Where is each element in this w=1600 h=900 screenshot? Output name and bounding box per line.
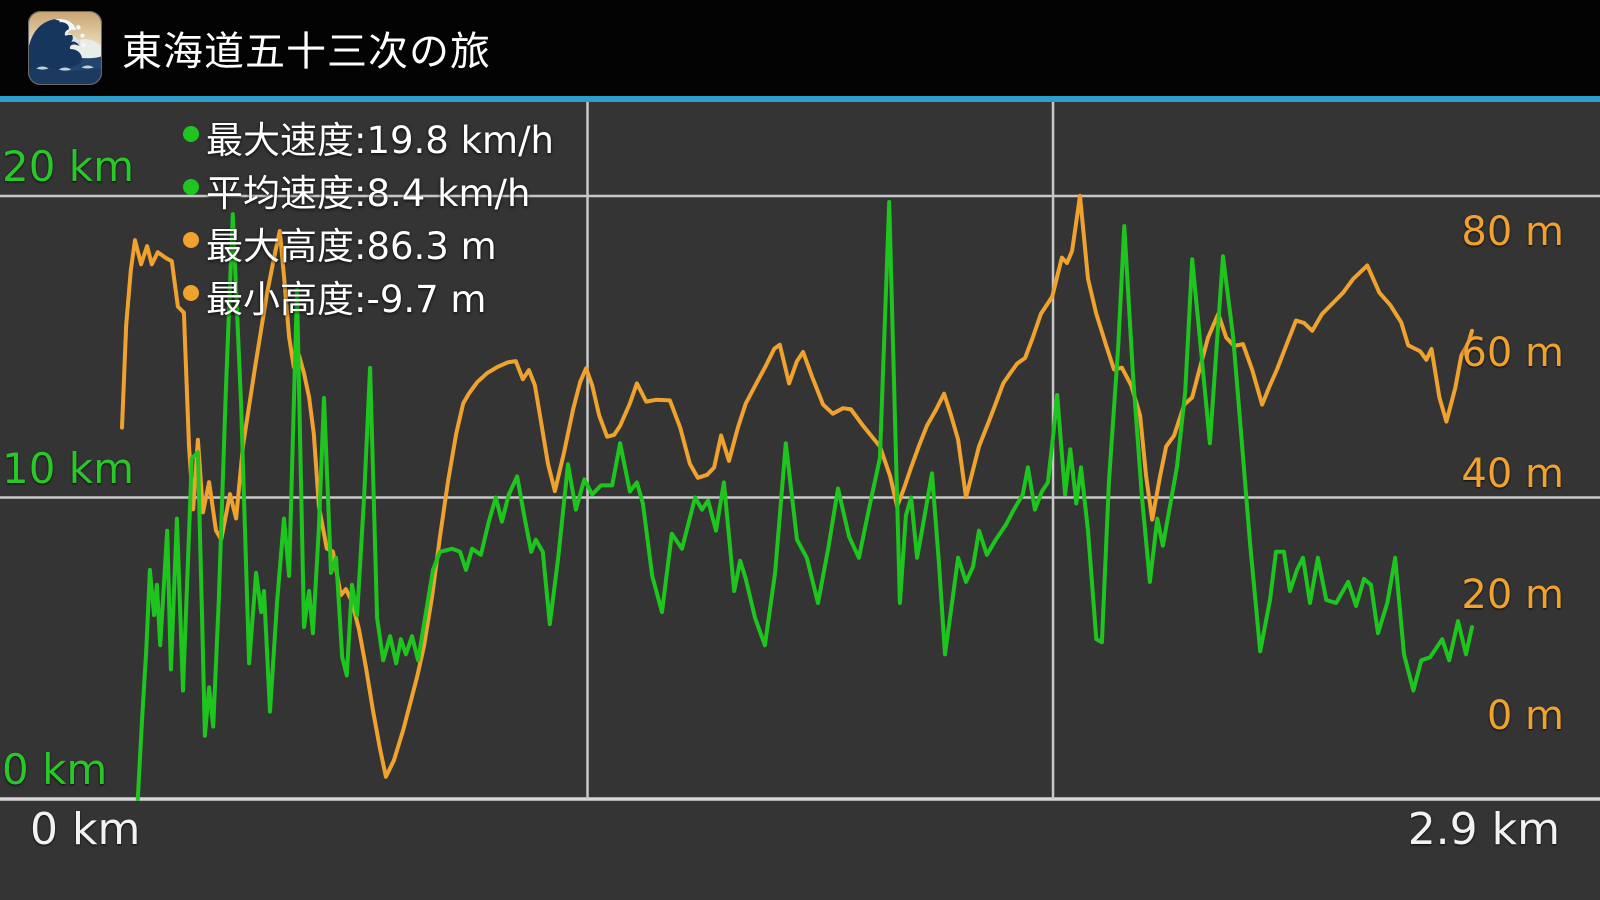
elevation-legend-dot-icon bbox=[183, 231, 199, 248]
legend-item: 平均速度:8.4 km/h bbox=[183, 163, 554, 216]
legend-item: 最大高度:86.3 m bbox=[183, 216, 554, 269]
right-axis-tick: 80 m bbox=[1461, 209, 1564, 255]
great-wave-app-icon bbox=[28, 11, 102, 85]
chart-plot-area[interactable]: 最大速度:19.8 km/h 平均速度:8.4 km/h 最大高度:86.3 m 最小… bbox=[0, 102, 1600, 900]
right-axis-tick: 20 m bbox=[1461, 572, 1564, 618]
speed-legend-dot-icon bbox=[183, 178, 199, 195]
x-axis-end-label: 2.9 km bbox=[1407, 804, 1560, 855]
legend-label: 最大高度:86.3 m bbox=[206, 224, 497, 268]
x-axis-start-label: 0 km bbox=[30, 804, 141, 855]
legend-item: 最小高度:-9.7 m bbox=[183, 269, 554, 322]
left-axis-tick: 0 km bbox=[2, 745, 108, 794]
elevation-legend-dot-icon bbox=[183, 284, 199, 301]
legend-label: 最小高度:-9.7 m bbox=[206, 277, 487, 321]
chart-legend: 最大速度:19.8 km/h 平均速度:8.4 km/h 最大高度:86.3 m 最小… bbox=[183, 110, 554, 322]
legend-item: 最大速度:19.8 km/h bbox=[183, 110, 554, 163]
left-axis-tick: 20 km bbox=[2, 142, 135, 191]
left-axis-tick: 10 km bbox=[2, 443, 135, 493]
right-axis-tick: 40 m bbox=[1461, 451, 1564, 497]
right-axis-tick: 0 m bbox=[1486, 693, 1564, 739]
app-title: 東海道五十三次の旅 bbox=[122, 29, 491, 75]
speed-legend-dot-icon bbox=[183, 125, 199, 142]
title-bar: 東海道五十三次の旅 bbox=[0, 0, 1600, 96]
chart-canvas bbox=[0, 102, 1600, 801]
right-axis-tick: 60 m bbox=[1461, 330, 1564, 376]
titlebar-divider-line bbox=[0, 96, 1600, 102]
legend-label: 平均速度:8.4 km/h bbox=[206, 171, 531, 215]
legend-label: 最大速度:19.8 km/h bbox=[206, 118, 554, 162]
speed_kmh-line bbox=[135, 200, 1474, 801]
